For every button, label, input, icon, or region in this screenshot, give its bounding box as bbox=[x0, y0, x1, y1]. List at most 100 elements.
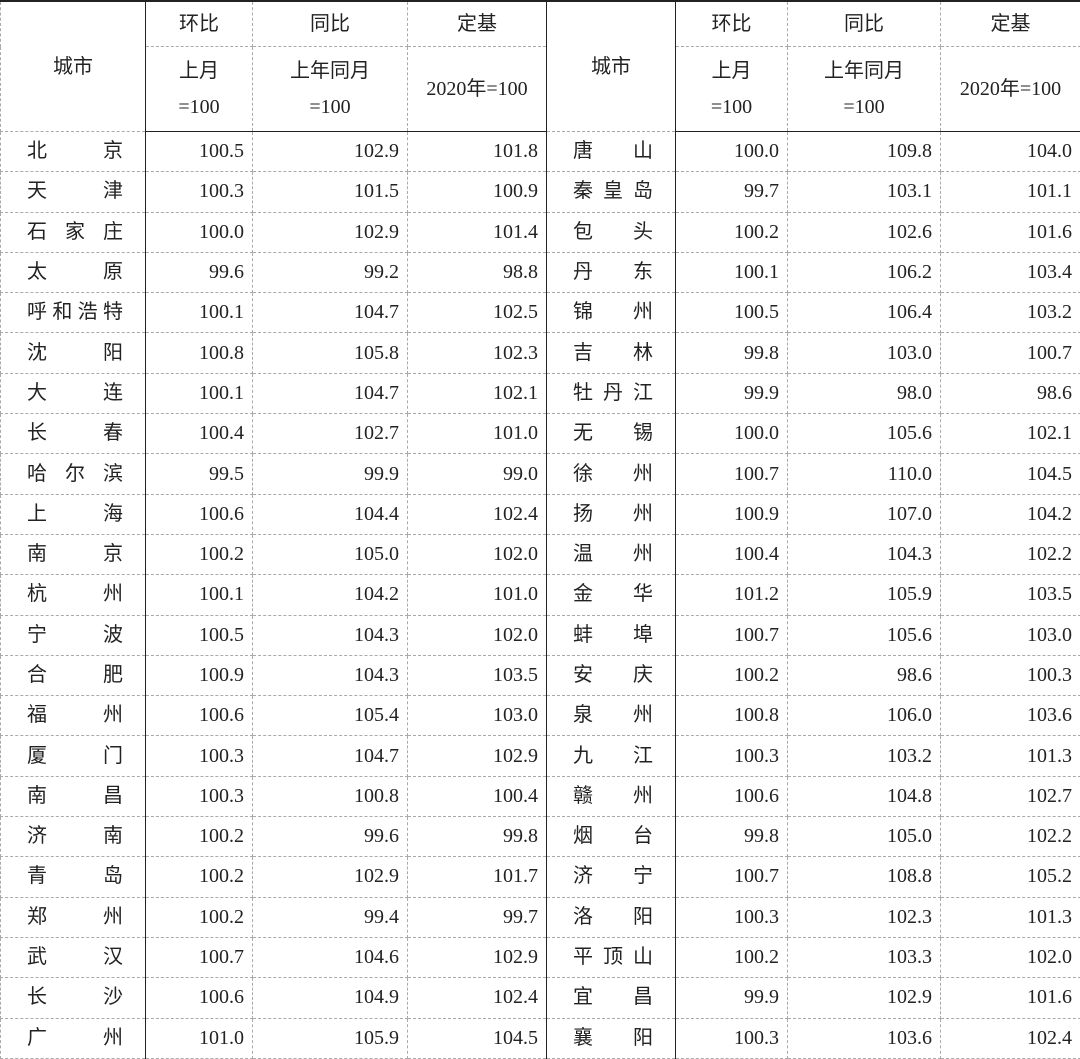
city-name: 武汉 bbox=[0, 936, 146, 979]
base-header: 上年同月 =100 bbox=[252, 46, 408, 132]
index-value: 100.7 bbox=[675, 856, 788, 898]
index-value: 100.9 bbox=[407, 171, 547, 213]
index-value: 100.1 bbox=[145, 574, 253, 616]
index-value: 104.5 bbox=[940, 453, 1080, 495]
city-name: 襄阳 bbox=[546, 1017, 676, 1059]
table-row: 郑州 100.2 99.4 99.7 洛阳 100.3 102.3 101.3 bbox=[0, 896, 1080, 938]
index-value: 102.9 bbox=[407, 936, 547, 979]
index-value: 106.0 bbox=[787, 695, 941, 737]
index-value: 100.3 bbox=[145, 735, 253, 777]
index-value: 103.4 bbox=[940, 251, 1080, 294]
index-value: 99.8 bbox=[675, 332, 788, 374]
index-value: 100.1 bbox=[675, 251, 788, 294]
index-value: 99.4 bbox=[252, 896, 408, 938]
table-row: 杭州 100.1 104.2 101.0 金华 101.2 105.9 103.5 bbox=[0, 574, 1080, 616]
city-name: 南昌 bbox=[0, 775, 146, 818]
index-value: 100.4 bbox=[675, 533, 788, 576]
index-value: 102.7 bbox=[252, 413, 408, 455]
index-value: 110.0 bbox=[787, 453, 941, 495]
index-value: 100.2 bbox=[145, 533, 253, 576]
index-value: 103.2 bbox=[787, 735, 941, 777]
index-value: 102.4 bbox=[407, 493, 547, 535]
index-value: 100.0 bbox=[145, 211, 253, 253]
index-value: 99.7 bbox=[675, 171, 788, 213]
city-name: 温州 bbox=[546, 533, 676, 576]
index-value: 102.6 bbox=[787, 211, 941, 253]
index-value: 99.0 bbox=[407, 453, 547, 495]
index-value: 100.6 bbox=[145, 695, 253, 737]
table-row: 哈尔滨 99.5 99.9 99.0 徐州 100.7 110.0 104.5 bbox=[0, 453, 1080, 495]
index-value: 103.6 bbox=[940, 695, 1080, 737]
index-value: 101.2 bbox=[675, 574, 788, 616]
index-value: 99.7 bbox=[407, 896, 547, 938]
index-value: 100.8 bbox=[252, 775, 408, 818]
index-value: 100.8 bbox=[675, 695, 788, 737]
index-value: 100.5 bbox=[145, 614, 253, 656]
table-row: 南京 100.2 105.0 102.0 温州 100.4 104.3 102.2 bbox=[0, 533, 1080, 576]
table-row: 武汉 100.7 104.6 102.9 平顶山 100.2 103.3 102.0 bbox=[0, 936, 1080, 979]
index-value: 105.6 bbox=[787, 614, 941, 656]
index-value: 100.3 bbox=[145, 171, 253, 213]
index-value: 104.2 bbox=[252, 574, 408, 616]
index-value: 102.7 bbox=[940, 775, 1080, 818]
table-row: 天津 100.3 101.5 100.9 秦皇岛 99.7 103.1 101.1 bbox=[0, 171, 1080, 213]
index-value: 108.8 bbox=[787, 856, 941, 898]
index-value: 100.9 bbox=[145, 654, 253, 697]
city-name: 无锡 bbox=[546, 413, 676, 455]
table-row: 城市 环比 同比 定基 城市 环比 同比 定基 bbox=[0, 0, 1080, 132]
index-value: 100.3 bbox=[145, 775, 253, 818]
index-value: 104.0 bbox=[940, 130, 1080, 173]
city-name: 广州 bbox=[0, 1017, 146, 1059]
table-row: 长沙 100.6 104.9 102.4 宜昌 99.9 102.9 101.6 bbox=[0, 977, 1080, 1019]
table-row: 太原 99.6 99.2 98.8 丹东 100.1 106.2 103.4 bbox=[0, 251, 1080, 294]
index-value: 102.0 bbox=[407, 533, 547, 576]
index-value: 101.5 bbox=[252, 171, 408, 213]
index-value: 100.1 bbox=[145, 372, 253, 415]
index-value: 100.0 bbox=[675, 130, 788, 173]
index-value: 100.3 bbox=[675, 896, 788, 938]
index-value: 103.5 bbox=[940, 574, 1080, 616]
index-value: 105.8 bbox=[252, 332, 408, 374]
city-name: 南京 bbox=[0, 533, 146, 576]
city-name: 长春 bbox=[0, 413, 146, 455]
index-value: 102.9 bbox=[252, 130, 408, 173]
table-row: 北京 100.5 102.9 101.8 唐山 100.0 109.8 104.0 bbox=[0, 130, 1080, 173]
index-value: 100.3 bbox=[675, 735, 788, 777]
city-name: 宁波 bbox=[0, 614, 146, 656]
index-value: 103.5 bbox=[407, 654, 547, 697]
index-value: 107.0 bbox=[787, 493, 941, 535]
index-value: 101.6 bbox=[940, 977, 1080, 1019]
index-value: 104.4 bbox=[252, 493, 408, 535]
city-name: 杭州 bbox=[0, 574, 146, 616]
table-row: 上月 =100 上年同月 =100 2020年=100 上月 =100 上年同月 =10… bbox=[1, 46, 1080, 132]
city-name: 徐州 bbox=[546, 453, 676, 495]
index-value: 103.0 bbox=[940, 614, 1080, 656]
table-row: 济南 100.2 99.6 99.8 烟台 99.8 105.0 102.2 bbox=[0, 816, 1080, 858]
index-value: 99.9 bbox=[252, 453, 408, 495]
city-name: 石家庄 bbox=[0, 211, 146, 253]
city-name: 唐山 bbox=[546, 130, 676, 173]
index-value: 105.0 bbox=[787, 816, 941, 858]
table-row: 石家庄 100.0 102.9 101.4 包头 100.2 102.6 101.6 bbox=[0, 211, 1080, 253]
index-value: 102.0 bbox=[407, 614, 547, 656]
index-value: 104.7 bbox=[252, 372, 408, 415]
table-row: 大连 100.1 104.7 102.1 牡丹江 99.9 98.0 98.6 bbox=[0, 372, 1080, 415]
city-name: 丹东 bbox=[546, 251, 676, 294]
index-value: 101.7 bbox=[407, 856, 547, 898]
city-name: 洛阳 bbox=[546, 896, 676, 938]
table-row: 宁波 100.5 104.3 102.0 蚌埠 100.7 105.6 103.0 bbox=[0, 614, 1080, 656]
index-value: 98.6 bbox=[787, 654, 941, 697]
city-name: 九江 bbox=[546, 735, 676, 777]
index-value: 102.2 bbox=[940, 533, 1080, 576]
city-name: 厦门 bbox=[0, 735, 146, 777]
base-header: 上年同月 =100 bbox=[787, 46, 941, 132]
city-name: 郑州 bbox=[0, 896, 146, 938]
index-value: 99.9 bbox=[675, 977, 788, 1019]
index-value: 105.4 bbox=[252, 695, 408, 737]
index-value: 101.0 bbox=[145, 1017, 253, 1059]
table-row: 福州 100.6 105.4 103.0 泉州 100.8 106.0 103.6 bbox=[0, 695, 1080, 737]
index-value: 104.6 bbox=[252, 936, 408, 979]
